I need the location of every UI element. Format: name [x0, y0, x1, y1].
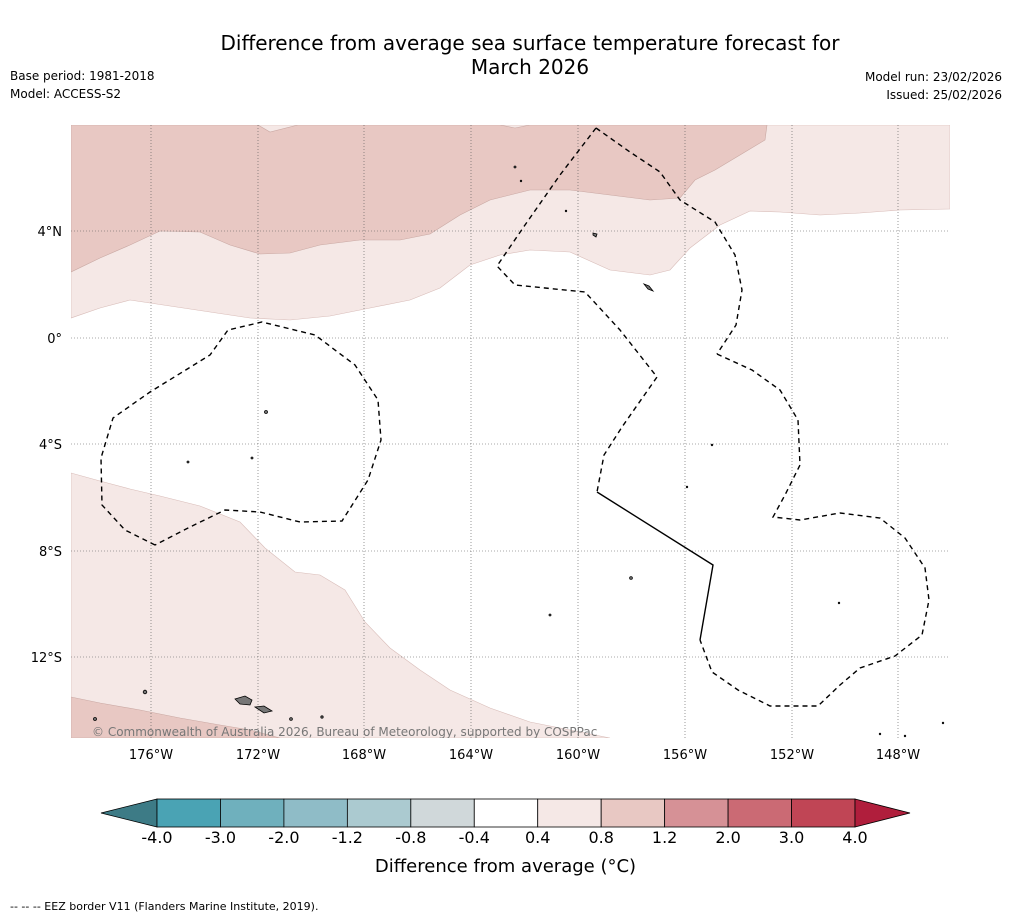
lat-label-0: 0° — [47, 332, 62, 347]
island-savaii — [234, 695, 253, 706]
anomaly-band-south-dark — [71, 696, 281, 738]
islet-17 — [903, 734, 907, 738]
island-upolu — [253, 705, 274, 714]
title-line-2: March 2026 — [470, 55, 590, 79]
base-period: Base period: 1981-2018 — [10, 69, 155, 83]
islet-8 — [186, 460, 190, 464]
meta-left: Base period: 1981-2018 Model: ACCESS-S2 — [10, 67, 155, 103]
colorbar-tick-9: 2.0 — [715, 828, 741, 847]
colorbar-tick-0: -4.0 — [141, 828, 173, 847]
islet-1 — [264, 410, 268, 414]
lat-label-8s: 8°S — [39, 545, 62, 560]
longitude-labels: 176°W 172°W 168°W 164°W 160°W 156°W 152°… — [129, 748, 920, 763]
islet-7 — [548, 613, 552, 617]
colorbar-segment-10 — [791, 798, 856, 828]
islet-15 — [837, 601, 841, 605]
colorbar-under-arrow — [100, 798, 158, 828]
lon-label-176w: 176°W — [129, 748, 173, 763]
islet-9 — [250, 456, 254, 460]
graticule — [71, 125, 950, 738]
model-run: Model run: 23/02/2026 — [864, 70, 1002, 84]
islet-16 — [878, 732, 882, 736]
eez-tokelau — [595, 127, 743, 355]
islet-10 — [513, 165, 517, 169]
map-figure: © Commonwealth of Australia 2026, Bureau… — [31, 125, 950, 763]
islet-11 — [519, 179, 523, 183]
lon-label-164w: 164°W — [449, 748, 493, 763]
colorbar-tick-3: -1.2 — [331, 828, 363, 847]
map-copyright: © Commonwealth of Australia 2026, Bureau… — [92, 725, 597, 739]
colorbar-over-arrow — [854, 798, 911, 828]
colorbar-segment-7 — [600, 798, 666, 828]
islet-13 — [710, 443, 714, 447]
island-kiritimati — [642, 283, 655, 292]
colorbar-segment-4 — [410, 798, 475, 828]
islet-18 — [941, 721, 945, 725]
colorbar-ticks: -4.0 -3.0 -2.0 -1.2 -0.8 -0.4 0.4 0.8 1.2 2.0 3.0 4… — [0, 828, 1011, 848]
colorbar-tick-1: -3.0 — [204, 828, 237, 847]
colorbar-segment-6 — [537, 798, 602, 828]
colorbar — [100, 798, 911, 828]
lon-label-156w: 156°W — [663, 748, 707, 763]
colorbar-segment-2 — [283, 798, 348, 828]
colorbar-tick-5: -0.4 — [458, 828, 490, 847]
islet-14 — [685, 485, 689, 489]
eez-cook-islands — [699, 353, 930, 707]
lon-label-148w: 148°W — [876, 748, 920, 763]
lon-label-160w: 160°W — [556, 748, 600, 763]
colorbar-segment-0 — [156, 798, 221, 828]
model-name: Model: ACCESS-S2 — [10, 87, 122, 101]
colorbar-tick-11: 4.0 — [842, 828, 868, 847]
islet-12 — [564, 209, 568, 213]
colorbar-tick-10: 3.0 — [778, 828, 805, 847]
map-plot-area: © Commonwealth of Australia 2026, Bureau… — [71, 125, 950, 739]
colorbar-tick-6: 0.4 — [524, 828, 551, 847]
colorbar-segment-9 — [727, 798, 792, 828]
colorbar-segment-5 — [473, 798, 539, 828]
colorbar-segment-8 — [664, 798, 729, 828]
colorbar-segment-3 — [346, 798, 412, 828]
islet-4 — [289, 717, 293, 721]
latitude-labels: 4°N 0° 4°S 8°S 12°S — [31, 225, 62, 666]
lat-label-4s: 4°S — [39, 438, 62, 453]
anomaly-band-north-dark — [71, 125, 768, 273]
lon-label-172w: 172°W — [236, 748, 280, 763]
eez-legend-footer: -- -- -- EEZ border V11 (Flanders Marine… — [10, 900, 319, 913]
island-swains — [592, 232, 598, 238]
eez-tokelau-west — [496, 127, 658, 493]
map-title: Difference from average sea surface temp… — [150, 31, 910, 79]
colorbar-tick-4: -0.8 — [395, 828, 427, 847]
eez-borders — [100, 127, 930, 707]
islet-5 — [320, 715, 324, 719]
anomaly-band-south-light — [71, 472, 611, 738]
title-line-1: Difference from average sea surface temp… — [220, 31, 840, 55]
lon-label-168w: 168°W — [342, 748, 386, 763]
lat-label-4n: 4°N — [38, 225, 63, 240]
colorbar-segments — [100, 798, 911, 828]
islet-6 — [629, 576, 633, 580]
islet-3 — [93, 717, 97, 721]
colorbar-segment-1 — [220, 798, 285, 828]
colorbar-tick-8: 1.2 — [651, 828, 678, 847]
islands — [93, 165, 945, 738]
colorbar-tick-2: -2.0 — [268, 828, 300, 847]
meta-right: Model run: 23/02/2026 Issued: 25/02/2026 — [865, 68, 1002, 104]
issued-date: Issued: 25/02/2026 — [886, 88, 1002, 102]
islet-2 — [142, 689, 148, 695]
colorbar-label: Difference from average (°C) — [374, 856, 637, 877]
colorbar-tick-7: 0.8 — [588, 828, 614, 847]
eez-samoa-tonga — [100, 321, 382, 546]
lon-label-152w: 152°W — [770, 748, 814, 763]
eez-solid-segment — [596, 491, 714, 641]
lat-label-12s: 12°S — [31, 651, 62, 666]
